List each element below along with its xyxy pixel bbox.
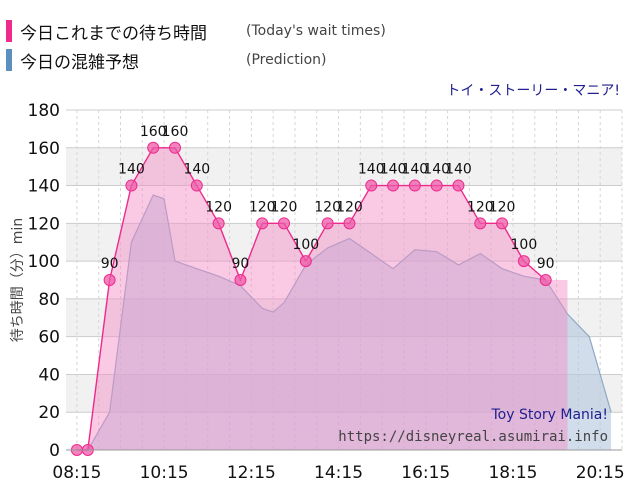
data-label: 90: [101, 256, 119, 272]
chart-title: トイ・ストーリー・マニア!: [446, 83, 620, 99]
x-tick-label: 14:15: [314, 463, 363, 483]
x-tick-label: 16:15: [401, 463, 450, 483]
data-point: [474, 217, 487, 230]
x-tick-label: 08:15: [52, 463, 101, 483]
x-tick-label: 20:15: [576, 463, 625, 483]
y-tick-label: 20: [38, 403, 60, 423]
y-tick-label: 140: [28, 177, 60, 197]
data-label: 120: [314, 199, 341, 215]
actual-area: [76, 147, 568, 450]
y-tick-label: 120: [28, 214, 60, 234]
data-point: [321, 217, 334, 230]
watermark-site: https://disneyreal.asumirai.info: [338, 429, 608, 445]
data-label: 120: [205, 199, 232, 215]
data-point: [169, 141, 182, 154]
legend-swatch-prediction: [6, 49, 12, 71]
y-tick-label: 40: [38, 365, 60, 385]
x-tick-label: 10:15: [140, 463, 189, 483]
data-point: [125, 179, 138, 192]
data-label: 120: [489, 199, 516, 215]
data-label: 160: [140, 124, 167, 140]
legend-swatch-actual: [6, 20, 12, 42]
legend-label-actual: 今日これまでの待ち時間: [20, 23, 207, 44]
data-point: [452, 179, 465, 192]
data-point: [103, 274, 116, 286]
data-point: [299, 255, 312, 268]
data-label: 140: [423, 162, 450, 178]
data-point: [190, 179, 203, 192]
legend-label-prediction: 今日の混雑予想: [20, 52, 139, 73]
data-point: [234, 274, 247, 286]
legend-sub-actual: (Today's wait times): [246, 23, 386, 39]
data-label: 90: [232, 256, 250, 272]
legend-item-actual[interactable]: 今日これまでの待ち時間 (Today's wait times): [6, 18, 386, 44]
data-point: [539, 274, 552, 286]
y-tick-label: 180: [28, 101, 60, 121]
data-point: [343, 217, 356, 230]
data-point: [365, 179, 378, 192]
y-tick-label: 0: [49, 441, 60, 461]
plot-band: [66, 110, 622, 148]
data-label: 120: [271, 199, 298, 215]
y-axis-label: 待ち時間（分）min: [10, 218, 26, 342]
y-tick-label: 100: [28, 252, 60, 272]
data-label: 140: [183, 162, 210, 178]
x-axis-ticks: 08:15 10:15 12:15 14:15 16:15 18:15 20:15: [52, 449, 625, 483]
data-label: 140: [401, 162, 428, 178]
legend-sub-prediction: (Prediction): [246, 52, 327, 68]
data-label: 140: [445, 162, 472, 178]
plot-band: [66, 147, 622, 186]
data-label: 100: [292, 237, 319, 253]
y-tick-label: 80: [38, 290, 60, 310]
y-axis-ticks: 0 20 40 60 80 100 120 140 160 180: [28, 101, 60, 461]
data-point: [212, 217, 225, 230]
data-point: [517, 255, 530, 268]
data-label: 140: [380, 162, 407, 178]
prediction-series: [76, 194, 612, 451]
y-tick-label: 60: [38, 328, 60, 348]
data-point: [147, 141, 160, 154]
actual-markers: [70, 141, 552, 456]
data-point: [408, 179, 421, 192]
data-label: 120: [467, 199, 494, 215]
data-label: 140: [358, 162, 385, 178]
data-label: 140: [118, 162, 145, 178]
data-point: [430, 179, 443, 192]
data-label: 120: [336, 199, 363, 215]
x-tick-label: 18:15: [488, 463, 537, 483]
y-tick-label: 160: [28, 139, 60, 159]
data-point: [256, 217, 269, 230]
prediction-area: [76, 195, 612, 450]
data-point: [387, 179, 400, 192]
watermark-attraction: Toy Story Mania!: [490, 407, 608, 423]
data-label: 160: [162, 124, 189, 140]
data-point: [278, 217, 291, 230]
prediction-line: [76, 194, 612, 451]
x-tick-label: 12:15: [227, 463, 276, 483]
legend-item-prediction[interactable]: 今日の混雑予想 (Prediction): [6, 47, 326, 73]
data-label: 100: [511, 237, 538, 253]
data-labels: 9014016016014012090120120100120120140140…: [101, 124, 555, 272]
data-point: [496, 217, 509, 230]
data-label: 120: [249, 199, 276, 215]
data-label: 90: [537, 256, 555, 272]
